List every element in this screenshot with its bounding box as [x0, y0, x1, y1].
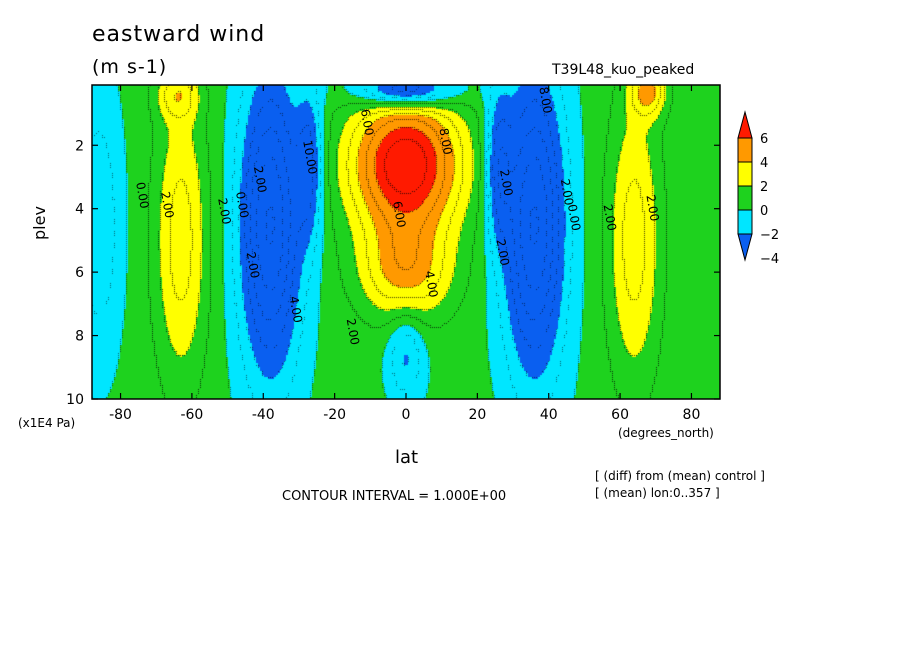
contour-label: 2.00	[215, 197, 233, 226]
y-tick-label: 2	[75, 138, 84, 154]
x-tick-label: 80	[683, 407, 701, 423]
colorbar-label: 6	[760, 132, 768, 147]
colorbar-label: 2	[760, 180, 768, 195]
x-tick-label: 0	[402, 407, 411, 423]
contour-label: 0.00	[233, 190, 251, 219]
x-tick-label: 60	[611, 407, 629, 423]
contour-label: 2.00	[558, 178, 576, 207]
contour-label: 0.00	[565, 203, 583, 232]
run-label: T39L48_kuo_peaked	[552, 62, 695, 78]
note-mean: [ (mean) lon:0..357 ]	[595, 486, 720, 500]
axis-ticks: -80 -60 -40 -20 0 20 40 60 80 2 4 6 8 10	[66, 85, 720, 423]
contour-label: 10.00	[300, 139, 320, 175]
contour-label: 2.00	[601, 203, 619, 232]
contour-label: 6.00	[358, 108, 376, 137]
colorbar-bottom-arrow	[737, 233, 753, 262]
filled-contour-field	[92, 85, 720, 399]
contour-label: 8.00	[436, 127, 454, 156]
contour-label: 2.00	[643, 194, 661, 223]
x-tick-label: -80	[109, 407, 132, 423]
contour-label: 4.00	[422, 270, 440, 299]
colorbar: 6 4 2 0 −2 −4	[737, 110, 779, 267]
contour-label: 2.00	[158, 190, 176, 219]
note-diff: [ (diff) from (mean) control ]	[595, 469, 765, 483]
contour-label: 6.00	[390, 200, 408, 229]
x-tick-label: 40	[540, 407, 558, 423]
contour-label: 8.00	[536, 86, 554, 115]
x-tick-label: -60	[180, 407, 203, 423]
contour-label: 2.00	[251, 165, 269, 194]
contour-label: 2.00	[493, 238, 511, 267]
colorbar-box	[737, 161, 753, 187]
colorbar-label: −4	[760, 252, 779, 267]
x-axis-label: lat	[395, 447, 419, 468]
colorbar-box	[737, 185, 753, 211]
x-tick-label: -40	[252, 407, 275, 423]
chart-title: eastward wind	[92, 22, 266, 47]
y-tick-label: 10	[66, 392, 84, 408]
x-tick-label: 20	[468, 407, 486, 423]
contour-label: 4.00	[287, 295, 305, 324]
x-axis-unit: (degrees_north)	[618, 426, 714, 440]
y-axis-unit: (x1E4 Pa)	[18, 416, 76, 430]
colorbar-top-arrow	[737, 110, 753, 139]
colorbar-label: 0	[760, 204, 768, 219]
contour-label: 0.00	[133, 181, 151, 210]
chart-units: (m s-1)	[92, 56, 168, 78]
contour-label: 2.00	[344, 317, 362, 346]
y-tick-label: 6	[75, 265, 84, 281]
contour-label: 2.00	[497, 168, 515, 197]
colorbar-label: −2	[760, 228, 779, 243]
colorbar-box	[737, 209, 753, 235]
contour-label: 2.00	[244, 251, 262, 280]
colorbar-box	[737, 137, 753, 163]
x-tick-label: -20	[323, 407, 346, 423]
colorbar-label: 4	[760, 156, 768, 171]
y-tick-label: 4	[75, 202, 84, 218]
y-tick-label: 8	[75, 329, 84, 345]
contour-interval: CONTOUR INTERVAL = 1.000E+00	[282, 489, 507, 504]
